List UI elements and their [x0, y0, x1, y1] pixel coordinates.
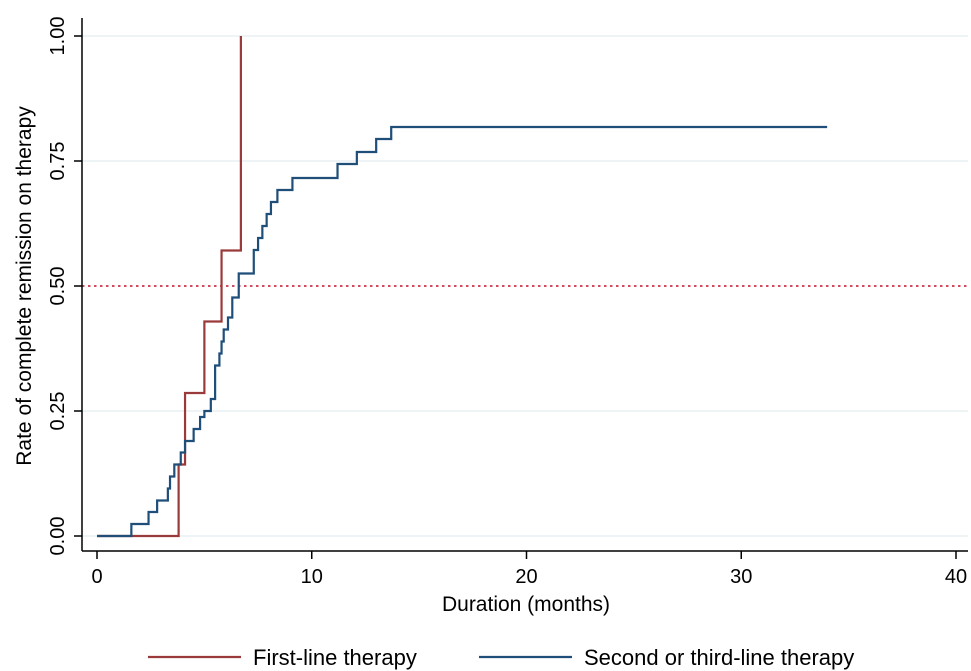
series-line-second-third-line — [97, 125, 828, 538]
y-axis-title: Rate of complete remission on therapy — [13, 106, 36, 466]
x-axis-title: Duration (months) — [442, 593, 610, 616]
series-group — [97, 36, 828, 538]
legend-label-second-third-line: Second or third-line therapy — [584, 645, 854, 670]
y-tick-label: 0.50 — [47, 267, 69, 306]
series-line-first-line — [97, 36, 242, 538]
y-tick-label: 0.75 — [47, 142, 69, 181]
x-tick-label: 10 — [301, 566, 323, 588]
x-tick-label: 40 — [945, 566, 967, 588]
legend: First-line therapy Second or third-line … — [148, 645, 854, 670]
x-tick-label: 0 — [91, 566, 102, 588]
y-tick-label: 1.00 — [47, 17, 69, 56]
y-tick-label: 0.25 — [47, 392, 69, 431]
x-tick-label: 20 — [515, 566, 537, 588]
x-tick-label: 30 — [730, 566, 752, 588]
ticks: 0 10 20 30 40 0.00 0.25 0.50 0.75 1.00 — [47, 17, 967, 588]
y-tick-label: 0.00 — [47, 517, 69, 556]
legend-label-first-line: First-line therapy — [253, 645, 417, 670]
axes — [81, 18, 968, 552]
gridlines — [82, 35, 968, 537]
